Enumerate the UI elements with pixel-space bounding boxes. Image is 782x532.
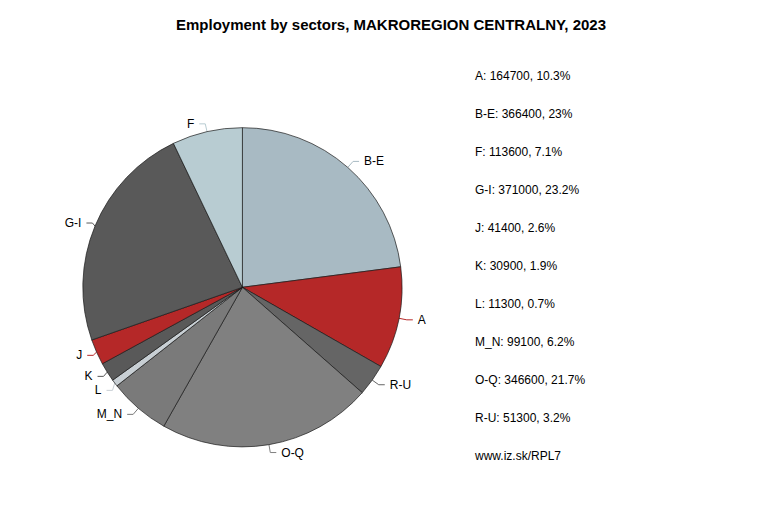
svg-text:O-Q: O-Q bbox=[281, 446, 304, 460]
svg-text:L: L bbox=[95, 383, 102, 397]
svg-text:B-E: B-E bbox=[364, 154, 384, 168]
svg-text:A: 164700, 10.3%: A: 164700, 10.3% bbox=[475, 69, 571, 83]
svg-text:F: F bbox=[187, 117, 194, 131]
svg-text:www.iz.sk/RPL7: www.iz.sk/RPL7 bbox=[474, 449, 561, 463]
svg-text:A: A bbox=[418, 313, 426, 327]
svg-text:J: 41400, 2.6%: J: 41400, 2.6% bbox=[475, 221, 555, 235]
svg-text:M_N: 99100, 6.2%: M_N: 99100, 6.2% bbox=[475, 335, 575, 349]
svg-text:F: 113600, 7.1%: F: 113600, 7.1% bbox=[475, 145, 563, 159]
svg-text:G-I: G-I bbox=[65, 216, 82, 230]
svg-text:O-Q: 346600, 21.7%: O-Q: 346600, 21.7% bbox=[475, 373, 585, 387]
svg-text:B-E: 366400, 23%: B-E: 366400, 23% bbox=[475, 107, 573, 121]
svg-text:L: 11300, 0.7%: L: 11300, 0.7% bbox=[475, 297, 555, 311]
svg-text:K: 30900, 1.9%: K: 30900, 1.9% bbox=[475, 259, 557, 273]
svg-text:G-I: 371000, 23.2%: G-I: 371000, 23.2% bbox=[475, 183, 579, 197]
svg-text:R-U: 51300, 3.2%: R-U: 51300, 3.2% bbox=[475, 411, 571, 425]
svg-text:K: K bbox=[85, 369, 93, 383]
svg-text:J: J bbox=[76, 348, 82, 362]
svg-text:Employment by sectors, MAKRORE: Employment by sectors, MAKROREGION CENTR… bbox=[176, 16, 606, 33]
svg-text:R-U: R-U bbox=[390, 378, 411, 392]
svg-text:M_N: M_N bbox=[97, 407, 122, 421]
